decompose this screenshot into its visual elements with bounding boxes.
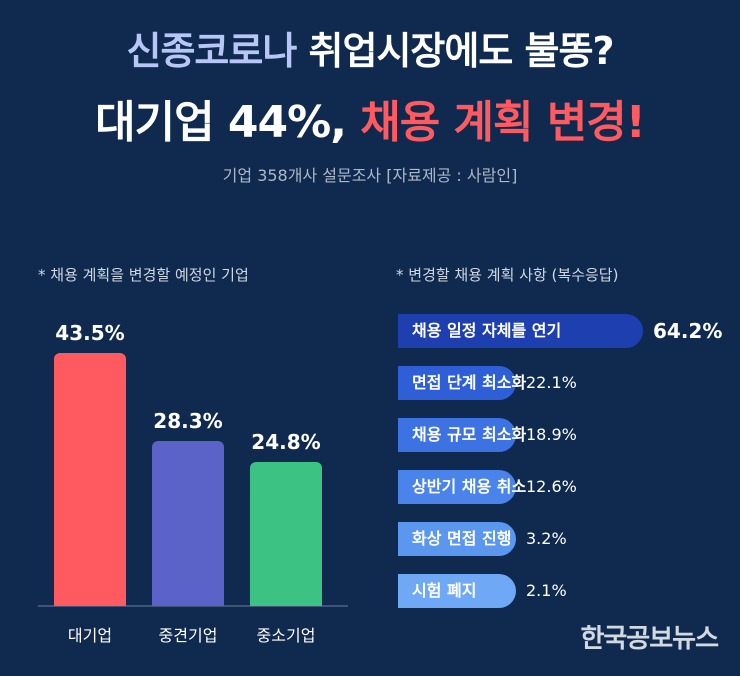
bar-value-label: 28.3% — [153, 409, 223, 434]
watermark-logo: 한국공보뉴스 — [580, 624, 719, 654]
hbar-category-label: 채용 일정 자체를 연기 — [412, 321, 562, 340]
bar-1 — [54, 352, 126, 606]
hbar-value-label: 2.1% — [526, 581, 567, 600]
hbar-2 — [398, 366, 516, 400]
bar-category-label: 대기업 — [67, 626, 113, 645]
bar-category-label: 중견기업 — [158, 626, 218, 645]
headline-stat: 대기업 44%, — [95, 97, 347, 148]
bar-chart-baseline — [38, 605, 348, 607]
left-chart-title: * 채용 계획을 변경할 예정인 기업 — [38, 266, 249, 284]
hbar-category-label: 면접 단계 최소화 — [412, 373, 527, 392]
survey-source: 기업 358개사 설문조사 [자료제공 : 사람인] — [222, 166, 518, 185]
headline-line-1: 신종코로나 취업시장에도 불똥? — [0, 20, 740, 75]
hbar-category-label: 상반기 채용 취소 — [412, 477, 527, 496]
hbar-category-label: 시험 폐지 — [412, 581, 477, 600]
bar-value-label: 43.5% — [55, 320, 125, 345]
headline-text-white: 취업시장에도 불똥? — [308, 29, 615, 73]
hbar-4 — [398, 470, 516, 504]
headline-highlight-red: 채용 계획 변경! — [360, 97, 646, 148]
headline-highlight-blue: 신종코로나 — [126, 29, 297, 73]
bar-value-label: 24.8% — [251, 429, 321, 454]
bar-category-label: 중소기업 — [256, 626, 316, 645]
hbar-value-label: 12.6% — [526, 477, 577, 496]
hbar-value-label: 18.9% — [526, 425, 577, 444]
hbar-category-label: 채용 규모 최소화 — [412, 425, 527, 444]
hbar-3 — [398, 418, 516, 452]
hbar-6 — [398, 574, 516, 608]
bar-3 — [250, 461, 322, 606]
hbar-value-label: 22.1% — [526, 373, 577, 392]
hbar-value-label: 3.2% — [526, 529, 567, 548]
bar-2 — [152, 441, 224, 606]
headline-line-2: 대기업 44%, 채용 계획 변경! — [0, 86, 740, 150]
hbar-category-label: 화상 면접 진행 — [412, 529, 512, 548]
hbar-1 — [398, 314, 643, 348]
hbar-value-label: 64.2% — [653, 319, 723, 343]
hbar-5 — [398, 522, 516, 556]
right-chart-title: * 변경할 채용 계획 사항 (복수응답) — [396, 266, 619, 284]
